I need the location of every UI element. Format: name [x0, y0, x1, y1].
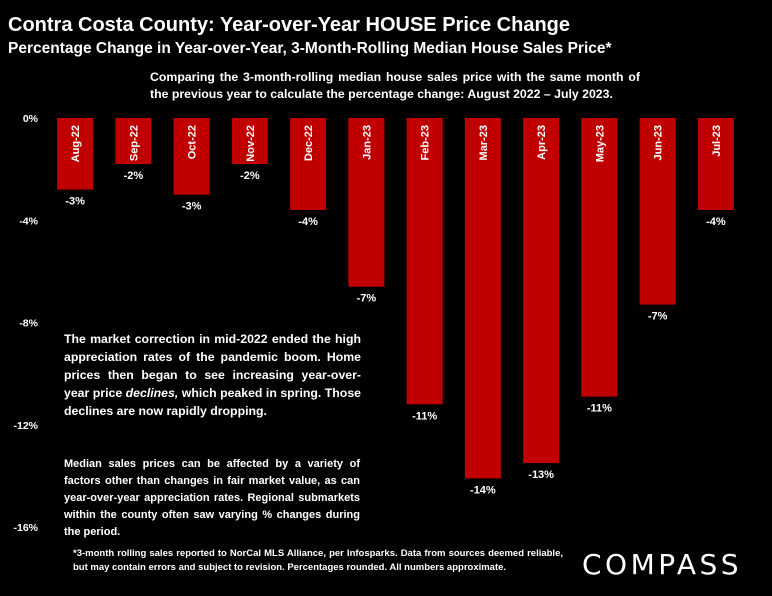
data-label: -13% — [528, 469, 554, 481]
category-label: Oct-22 — [187, 125, 199, 159]
y-tick-label: 0% — [23, 113, 39, 125]
bar — [464, 118, 501, 479]
bar — [231, 118, 268, 165]
data-label: -14% — [470, 484, 496, 496]
y-tick-label: -8% — [19, 318, 38, 330]
category-label: Feb-23 — [420, 125, 432, 160]
y-tick-label: -16% — [13, 522, 38, 534]
category-label: Jun-23 — [653, 125, 665, 160]
category-label: Dec-22 — [303, 125, 315, 161]
chart-subtitle: Percentage Change in Year-over-Year, 3-M… — [8, 40, 612, 57]
data-label: -4% — [706, 216, 726, 228]
category-label: Nov-22 — [245, 125, 257, 162]
bar — [348, 118, 385, 287]
bar — [115, 118, 152, 165]
bar — [581, 118, 618, 397]
category-label: Sep-22 — [128, 125, 140, 161]
data-label: -3% — [182, 201, 202, 213]
note-text-after: which peaked in spring. Those declines a… — [64, 386, 361, 418]
data-label: -11% — [412, 410, 437, 422]
chart-title: Contra Costa County: Year-over-Year HOUS… — [8, 14, 571, 36]
bar — [406, 118, 443, 405]
data-label: -2% — [124, 170, 144, 182]
data-label: -7% — [648, 311, 668, 323]
data-label: -2% — [240, 170, 260, 182]
median-factors-note: Median sales prices can be affected by a… — [64, 458, 360, 538]
bar — [57, 118, 94, 190]
compass-logo: COMPASS — [582, 548, 743, 581]
data-label: -3% — [65, 196, 85, 208]
data-label: -7% — [357, 293, 377, 305]
data-label: -4% — [298, 216, 318, 228]
category-label: Jul-23 — [711, 125, 723, 157]
footnote: *3-month rolling sales reported to NorCa… — [73, 548, 563, 573]
y-tick-label: -12% — [13, 420, 38, 432]
bar — [697, 118, 734, 211]
intro-text: Comparing the 3-month-rolling median hou… — [150, 70, 640, 101]
bar — [523, 118, 560, 464]
y-tick-label: -4% — [19, 215, 38, 227]
bar — [639, 118, 676, 305]
category-label: May-23 — [594, 125, 606, 162]
category-label: Jan-23 — [361, 125, 373, 160]
bar — [290, 118, 327, 211]
data-label: -11% — [587, 403, 612, 415]
market-correction-note: The market correction in mid-2022 ended … — [64, 330, 361, 420]
category-label: Aug-22 — [70, 125, 82, 162]
bar — [173, 118, 210, 195]
note-text-before: The market correction in mid-2022 ended … — [64, 332, 361, 400]
category-label: Mar-23 — [478, 125, 490, 160]
note-emphasis: declines, — [125, 386, 179, 400]
category-label: Apr-23 — [536, 125, 548, 160]
